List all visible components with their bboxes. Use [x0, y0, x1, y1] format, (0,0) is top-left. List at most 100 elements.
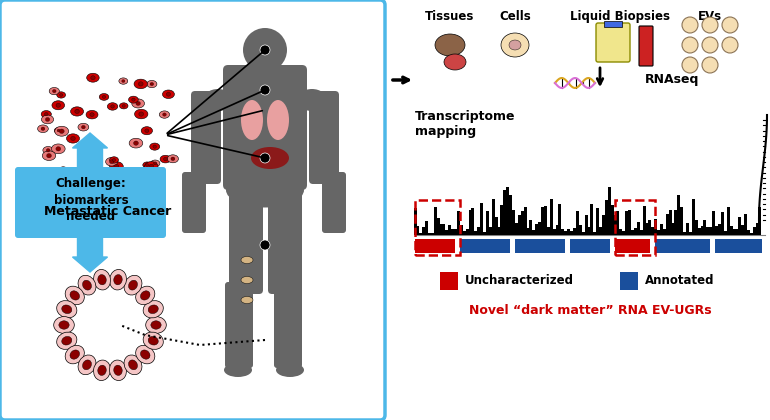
Ellipse shape [145, 162, 158, 171]
Ellipse shape [226, 173, 304, 207]
Ellipse shape [123, 170, 127, 173]
FancyBboxPatch shape [322, 172, 346, 233]
Ellipse shape [90, 113, 94, 117]
Ellipse shape [224, 363, 252, 377]
Bar [588, 228, 591, 235]
Circle shape [702, 57, 718, 73]
Ellipse shape [57, 332, 77, 349]
Bar [732, 228, 735, 235]
Bar [622, 231, 625, 235]
Text: Tissues: Tissues [425, 10, 474, 23]
Bar [691, 199, 695, 235]
Bar [515, 239, 565, 253]
Ellipse shape [151, 321, 161, 329]
Ellipse shape [120, 168, 130, 176]
Bar [729, 226, 732, 235]
Ellipse shape [136, 101, 140, 105]
Bar [558, 204, 561, 235]
Ellipse shape [129, 138, 142, 148]
Ellipse shape [135, 109, 148, 119]
Ellipse shape [241, 276, 253, 284]
Bar [480, 202, 484, 235]
Ellipse shape [111, 105, 115, 108]
Ellipse shape [159, 111, 169, 118]
Bar [440, 272, 458, 290]
Ellipse shape [72, 178, 75, 181]
Bar [704, 220, 706, 235]
Bar [573, 228, 576, 235]
Bar [417, 226, 420, 235]
Bar [631, 230, 634, 235]
Bar [715, 226, 718, 235]
Ellipse shape [55, 128, 63, 134]
Bar [463, 231, 466, 235]
Ellipse shape [145, 129, 149, 133]
FancyBboxPatch shape [15, 167, 166, 238]
Ellipse shape [72, 108, 82, 115]
Bar [581, 231, 584, 235]
Ellipse shape [82, 170, 95, 180]
Bar [718, 224, 721, 235]
Bar [602, 215, 605, 235]
Ellipse shape [85, 179, 89, 182]
Ellipse shape [114, 365, 122, 375]
Bar [477, 227, 480, 235]
Ellipse shape [241, 257, 253, 263]
Bar [648, 220, 651, 235]
Ellipse shape [150, 160, 160, 167]
Bar [570, 239, 610, 253]
Bar [660, 224, 663, 235]
Bar [755, 223, 758, 235]
Ellipse shape [153, 145, 156, 148]
Bar [655, 239, 710, 253]
Ellipse shape [68, 176, 78, 183]
Text: RNAseq: RNAseq [645, 74, 699, 87]
Ellipse shape [117, 178, 129, 187]
Ellipse shape [105, 158, 118, 166]
Bar [420, 233, 422, 235]
Bar [489, 227, 492, 235]
Ellipse shape [43, 147, 53, 154]
FancyBboxPatch shape [225, 282, 253, 368]
Ellipse shape [435, 34, 465, 56]
Circle shape [243, 28, 287, 72]
Ellipse shape [109, 157, 119, 163]
Bar [457, 211, 460, 235]
Ellipse shape [91, 76, 95, 80]
Ellipse shape [203, 89, 233, 111]
Ellipse shape [78, 355, 96, 375]
Ellipse shape [134, 79, 147, 89]
Bar [712, 211, 715, 235]
Ellipse shape [129, 280, 138, 290]
Ellipse shape [62, 336, 72, 345]
Ellipse shape [129, 96, 139, 103]
Bar [567, 229, 570, 235]
Ellipse shape [109, 162, 123, 171]
Bar [483, 232, 486, 235]
Circle shape [80, 295, 140, 355]
Ellipse shape [45, 118, 50, 121]
Text: Liquid Biopsies: Liquid Biopsies [570, 10, 670, 23]
Bar [415, 239, 455, 253]
Ellipse shape [87, 73, 99, 82]
Text: Uncharacterized: Uncharacterized [465, 275, 574, 288]
FancyArrow shape [72, 235, 108, 272]
Ellipse shape [49, 87, 59, 95]
Ellipse shape [122, 80, 125, 82]
Ellipse shape [47, 153, 52, 158]
Ellipse shape [55, 126, 69, 136]
FancyBboxPatch shape [274, 282, 302, 368]
Bar [492, 199, 495, 235]
Bar [504, 190, 507, 235]
Ellipse shape [241, 100, 263, 140]
Bar [620, 272, 638, 290]
Bar [604, 21, 622, 27]
Ellipse shape [124, 275, 142, 295]
Bar [596, 207, 599, 235]
Ellipse shape [75, 179, 87, 188]
FancyBboxPatch shape [639, 26, 653, 66]
Ellipse shape [114, 275, 122, 285]
Ellipse shape [75, 109, 79, 113]
Bar [747, 230, 750, 235]
Bar [628, 210, 631, 235]
